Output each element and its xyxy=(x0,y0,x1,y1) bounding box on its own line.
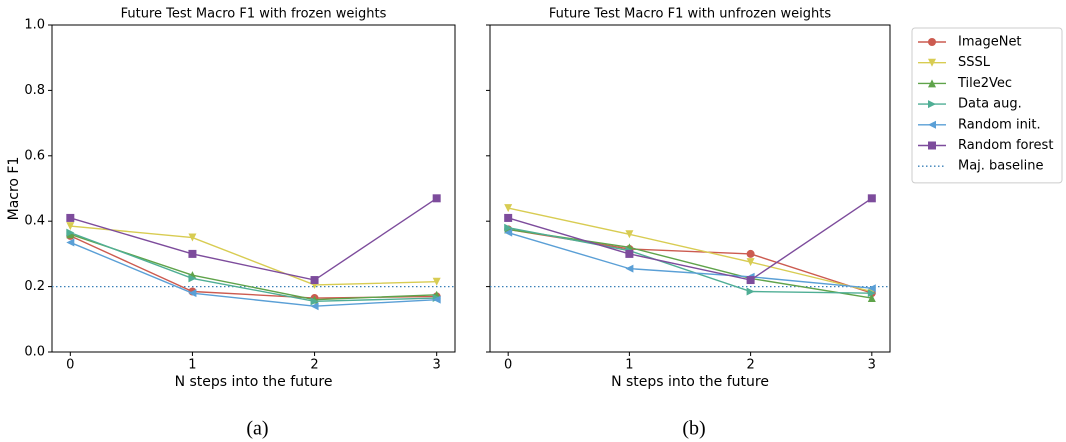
marker xyxy=(746,258,755,267)
marker xyxy=(928,120,936,129)
series-line xyxy=(507,231,872,289)
marker xyxy=(746,276,755,285)
x-axis-label: N steps into the future xyxy=(175,374,333,390)
marker xyxy=(928,38,936,46)
marker xyxy=(310,297,319,306)
marker xyxy=(928,141,936,150)
marker xyxy=(625,230,634,239)
y-axis-label: Macro F1 xyxy=(6,157,22,221)
series-line xyxy=(70,241,437,307)
x-axis-label: N steps into the future xyxy=(611,374,769,390)
marker xyxy=(432,194,441,203)
marker xyxy=(66,228,75,237)
marker xyxy=(867,289,876,298)
y-tick-label: 0.4 xyxy=(24,214,45,229)
marker xyxy=(188,233,197,242)
marker xyxy=(746,287,755,296)
x-tick-label: 0 xyxy=(504,358,512,373)
chart-title: Future Test Macro F1 with unfrozen weigh… xyxy=(549,7,831,22)
y-tick-label: 0.2 xyxy=(24,279,45,294)
series-line xyxy=(70,225,437,286)
marker xyxy=(66,238,75,247)
x-tick-label: 2 xyxy=(310,358,318,373)
series-line xyxy=(70,197,438,281)
y-tick-label: 0.6 xyxy=(24,148,45,163)
y-tick-label: 0.0 xyxy=(24,345,45,360)
marker xyxy=(867,194,876,203)
legend-label: Data aug. xyxy=(958,97,1022,112)
marker xyxy=(504,204,513,213)
series-line xyxy=(508,228,872,299)
marker xyxy=(504,228,513,237)
caption: (a) xyxy=(246,418,268,440)
x-tick-label: 0 xyxy=(66,358,74,373)
marker xyxy=(310,302,319,311)
legend-label: ImageNet xyxy=(958,35,1022,50)
x-tick-label: 3 xyxy=(868,358,876,373)
marker xyxy=(746,249,755,258)
legend-label: Random forest xyxy=(958,138,1053,153)
marker xyxy=(504,213,513,222)
marker xyxy=(928,100,936,109)
x-tick-label: 1 xyxy=(188,358,196,373)
series-line xyxy=(507,197,873,281)
marker xyxy=(867,294,876,303)
marker xyxy=(928,79,936,88)
marker xyxy=(310,276,319,285)
legend-label: SSSL xyxy=(958,55,991,70)
legend-label: Random init. xyxy=(958,117,1041,132)
x-tick-label: 1 xyxy=(625,358,633,373)
series-line xyxy=(70,231,437,303)
caption: (b) xyxy=(682,418,705,440)
x-tick-label: 2 xyxy=(746,358,754,373)
marker xyxy=(66,213,75,222)
x-tick-label: 3 xyxy=(433,358,441,373)
plot-area xyxy=(489,24,891,353)
marker xyxy=(432,277,441,286)
marker xyxy=(867,284,876,293)
series-line xyxy=(508,227,872,294)
marker xyxy=(66,222,75,231)
plot-area xyxy=(51,24,456,353)
marker xyxy=(625,249,634,258)
legend-label: Tile2Vec xyxy=(957,76,1012,91)
marker xyxy=(928,58,936,67)
series-line xyxy=(70,233,437,301)
chart-title: Future Test Macro F1 with frozen weights xyxy=(121,7,387,22)
marker xyxy=(432,295,441,304)
legend-label: Maj. baseline xyxy=(958,159,1044,174)
marker xyxy=(625,264,634,273)
series-line xyxy=(508,207,872,293)
y-tick-label: 1.0 xyxy=(24,18,45,33)
marker xyxy=(188,274,197,283)
marker xyxy=(504,223,513,232)
y-tick-label: 0.8 xyxy=(24,83,45,98)
legend-box xyxy=(911,27,1063,184)
marker xyxy=(188,289,197,298)
marker xyxy=(188,249,197,258)
